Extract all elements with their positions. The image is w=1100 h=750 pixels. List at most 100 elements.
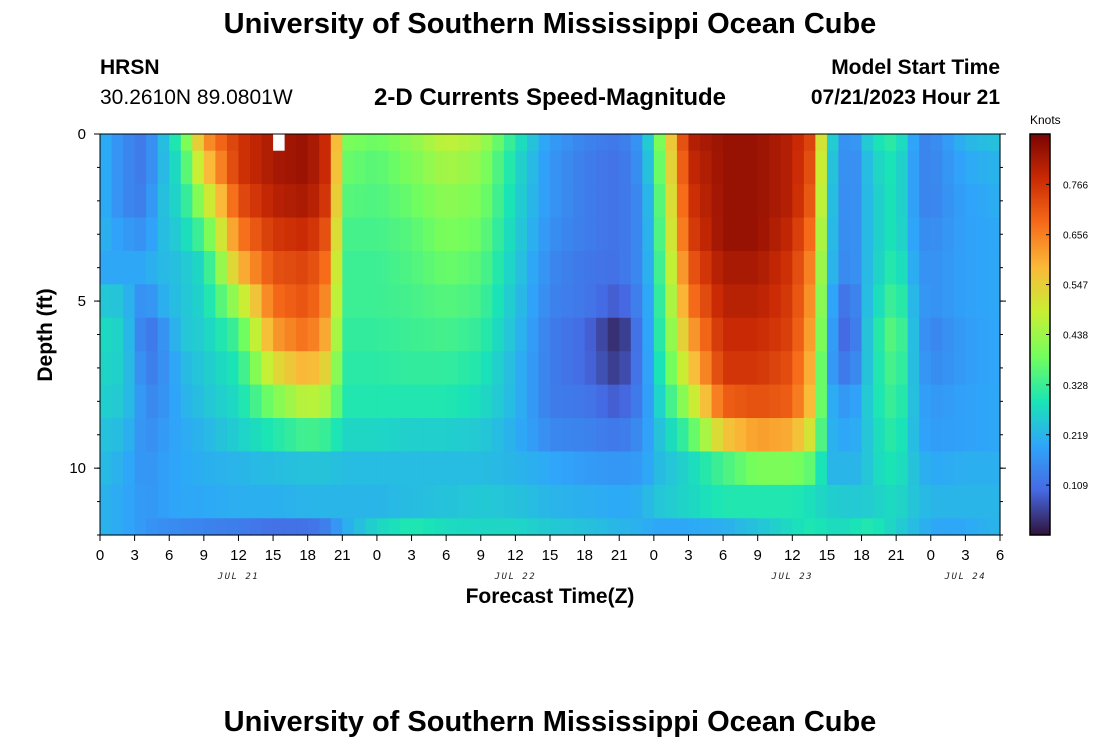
heatmap-cell xyxy=(423,317,436,352)
colorbar-tick-label: 0.547 xyxy=(1063,281,1088,292)
heatmap-cell xyxy=(630,484,643,519)
heatmap-cell xyxy=(584,351,597,386)
heatmap-cell xyxy=(215,217,228,252)
heatmap-cell xyxy=(284,484,297,519)
heatmap-cell xyxy=(226,134,240,152)
heatmap-cell xyxy=(976,418,990,453)
heatmap-cell xyxy=(515,184,528,219)
heatmap-cell xyxy=(907,484,920,519)
heatmap-cell xyxy=(584,317,597,352)
heatmap-cell xyxy=(642,418,655,453)
heatmap-cell xyxy=(515,150,528,185)
heatmap-cell xyxy=(953,317,966,352)
heatmap-cell xyxy=(203,250,216,285)
heatmap-cell xyxy=(423,351,436,386)
heatmap-cell xyxy=(353,250,366,285)
heatmap-cell xyxy=(261,217,274,252)
heatmap-cell xyxy=(780,284,793,319)
heatmap-cell xyxy=(353,451,366,486)
heatmap-cell xyxy=(457,518,470,536)
heatmap-cell xyxy=(273,184,286,219)
heatmap-cell xyxy=(550,217,563,252)
heatmap-cell xyxy=(826,217,840,252)
chart-subtitle: 2-D Currents Speed-Magnitude xyxy=(373,84,727,111)
heatmap-cell xyxy=(526,451,540,486)
heatmap-cell xyxy=(907,184,920,219)
heatmap-cell xyxy=(400,484,413,519)
heatmap-cell xyxy=(676,134,690,152)
heatmap-cell xyxy=(319,484,332,519)
heatmap-cell xyxy=(238,284,251,319)
heatmap-cell xyxy=(457,451,470,486)
heatmap-cell xyxy=(584,150,597,185)
heatmap-cell xyxy=(803,284,816,319)
heatmap-cell xyxy=(884,418,897,453)
heatmap-cell xyxy=(988,451,1001,486)
heatmap-cell xyxy=(780,250,793,285)
heatmap-cell xyxy=(988,150,1001,185)
heatmap-cell xyxy=(215,250,228,285)
heatmap-cell xyxy=(815,250,828,285)
heatmap-cell xyxy=(515,451,528,486)
heatmap-cell xyxy=(873,451,886,486)
heatmap-cell xyxy=(376,351,390,386)
heatmap-cell xyxy=(376,217,390,252)
heatmap-cell xyxy=(734,418,747,453)
heatmap-cell xyxy=(307,150,320,185)
heatmap-cell xyxy=(469,317,482,352)
date-label: JUL 24 xyxy=(944,572,987,582)
heatmap-cell xyxy=(873,134,886,152)
heatmap-cell xyxy=(457,184,470,219)
heatmap-cell xyxy=(273,134,286,152)
heatmap-cell xyxy=(953,134,966,152)
heatmap-cell xyxy=(642,384,655,419)
heatmap-cell xyxy=(711,484,724,519)
heatmap-cell xyxy=(376,518,390,536)
heatmap-cell xyxy=(688,418,701,453)
heatmap-cell xyxy=(307,484,320,519)
heatmap-cell xyxy=(353,351,366,386)
heatmap-cell xyxy=(180,150,193,185)
heatmap-cell xyxy=(734,451,747,486)
heatmap-cell xyxy=(180,134,193,152)
station-coordinates: 30.2610N 89.0801W xyxy=(100,86,293,109)
heatmap-cell xyxy=(757,351,770,386)
heatmap-cell xyxy=(400,351,413,386)
heatmap-cell xyxy=(907,384,920,419)
heatmap-cell xyxy=(423,418,436,453)
heatmap-cell xyxy=(446,317,459,352)
heatmap-cell xyxy=(169,184,182,219)
heatmap-cell xyxy=(803,317,816,352)
heatmap-cell xyxy=(630,250,643,285)
heatmap-cell xyxy=(896,134,909,152)
heatmap-cell xyxy=(861,418,874,453)
heatmap-cell xyxy=(538,384,551,419)
heatmap-cell xyxy=(226,351,240,386)
heatmap-cell xyxy=(261,250,274,285)
heatmap-cell xyxy=(342,284,355,319)
heatmap-cell xyxy=(100,150,113,185)
heatmap-cell xyxy=(226,317,240,352)
heatmap-cell xyxy=(400,451,413,486)
heatmap-cell xyxy=(515,418,528,453)
heatmap-cell xyxy=(896,484,909,519)
heatmap-cell xyxy=(215,384,228,419)
heatmap-cell xyxy=(342,484,355,519)
heatmap-cell xyxy=(826,134,840,152)
heatmap-cell xyxy=(123,184,136,219)
heatmap-cell xyxy=(388,451,401,486)
heatmap-cell xyxy=(665,418,678,453)
heatmap-cell xyxy=(319,134,332,152)
heatmap-cell xyxy=(400,284,413,319)
heatmap-cell xyxy=(930,484,943,519)
heatmap-cell xyxy=(411,284,424,319)
heatmap-cell xyxy=(942,250,955,285)
heatmap-cell xyxy=(169,150,182,185)
heatmap-cell xyxy=(700,217,713,252)
heatmap-cell xyxy=(746,184,759,219)
heatmap-cell xyxy=(388,217,401,252)
heatmap-cell xyxy=(492,418,505,453)
heatmap-cell xyxy=(596,384,609,419)
heatmap-cell xyxy=(838,134,851,152)
heatmap-cell xyxy=(573,317,586,352)
